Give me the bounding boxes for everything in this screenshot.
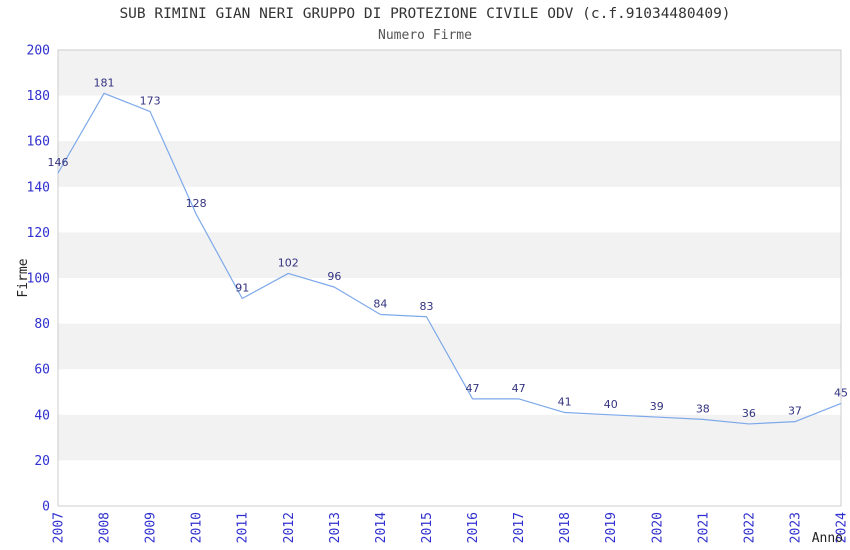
data-label: 96 (327, 270, 341, 283)
y-axis-title: Firme (16, 258, 31, 297)
x-tick-label: 2007 (52, 512, 67, 543)
y-tick-label: 0 (42, 500, 50, 515)
data-label: 41 (558, 396, 572, 409)
y-tick-label: 200 (27, 44, 50, 59)
data-label: 40 (604, 398, 618, 411)
x-tick-label: 2018 (558, 512, 573, 543)
data-label: 128 (186, 197, 207, 210)
x-tick-label: 2015 (420, 512, 435, 543)
x-tick-label: 2022 (742, 512, 757, 543)
y-tick-label: 160 (27, 135, 50, 150)
grid-band (58, 141, 841, 187)
x-tick-label: 2013 (328, 512, 343, 543)
data-label: 38 (696, 402, 710, 415)
data-label: 47 (466, 382, 480, 395)
grid-band (58, 232, 841, 278)
y-tick-label: 120 (27, 226, 50, 241)
chart-subtitle: Numero Firme (378, 28, 472, 43)
x-tick-label: 2017 (512, 512, 527, 543)
data-label: 91 (235, 282, 249, 295)
y-tick-label: 40 (34, 408, 50, 423)
y-tick-label: 60 (34, 363, 50, 378)
x-tick-label: 2014 (374, 512, 389, 543)
x-tick-label: 2020 (650, 512, 665, 543)
data-label: 181 (94, 76, 115, 89)
grid-band (58, 50, 841, 96)
x-tick-label: 2009 (144, 512, 159, 543)
x-tick-label: 2024 (835, 512, 850, 543)
data-label: 36 (742, 407, 756, 420)
x-tick-label: 2011 (236, 512, 251, 543)
y-tick-label: 140 (27, 180, 50, 195)
x-tick-label: 2016 (466, 512, 481, 543)
grid-band (58, 323, 841, 370)
x-axis-title: Anno (812, 531, 843, 546)
x-tick-label: 2012 (282, 512, 297, 543)
data-label: 146 (48, 156, 69, 169)
x-tick-label: 2008 (98, 512, 113, 543)
data-label: 102 (278, 256, 299, 269)
data-label: 47 (512, 382, 526, 395)
x-tick-label: 2021 (696, 512, 711, 543)
data-label: 39 (650, 400, 664, 413)
data-label: 173 (140, 95, 161, 108)
y-tick-label: 180 (27, 89, 50, 104)
grid-band (58, 414, 841, 461)
x-tick-label: 2019 (604, 512, 619, 543)
chart-title: SUB RIMINI GIAN NERI GRUPPO DI PROTEZION… (119, 6, 731, 22)
plot-border (57, 49, 842, 507)
data-label: 83 (419, 300, 433, 313)
data-label: 37 (788, 405, 802, 418)
y-tick-label: 100 (27, 272, 50, 287)
y-tick-label: 20 (34, 454, 50, 469)
data-label: 84 (373, 297, 387, 310)
data-label: 45 (834, 386, 848, 399)
x-tick-label: 2010 (190, 512, 205, 543)
x-tick-label: 2023 (788, 512, 803, 543)
y-tick-label: 80 (34, 317, 50, 332)
series-line (57, 92, 842, 425)
